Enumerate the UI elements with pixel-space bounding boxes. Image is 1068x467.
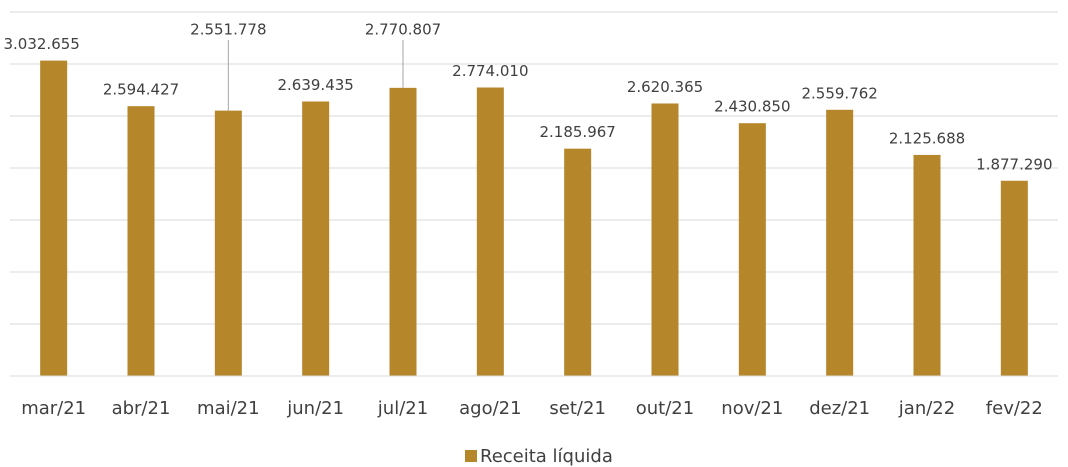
x-tick-label: mar/21 [21,398,86,419]
x-tick-label: jun/21 [286,398,344,419]
value-label: 2.774.010 [452,62,528,80]
value-label: 2.639.435 [277,76,353,94]
x-tick-label: dez/21 [809,398,870,419]
bar [40,60,68,376]
value-label: 2.185.967 [539,123,615,141]
bar [127,106,155,376]
x-tick-label: jul/21 [377,398,428,419]
bar [389,87,417,377]
x-tick-label: abr/21 [112,398,171,419]
value-label: 2.770.807 [365,21,441,39]
x-tick-label: jan/22 [898,398,955,419]
x-tick-label: fev/22 [986,398,1043,419]
bar [214,110,242,377]
bar [564,148,592,376]
bar [302,101,330,377]
value-label: 1.877.290 [976,155,1052,173]
bar [476,87,504,376]
bar [826,109,854,376]
value-label: 2.125.688 [889,129,965,147]
value-label: 2.430.850 [714,98,790,116]
x-tick-label: set/21 [549,398,605,419]
x-tick-label: out/21 [636,398,694,419]
value-label: 2.594.427 [103,81,179,99]
value-label: 2.620.365 [627,78,703,96]
x-tick-label: nov/21 [721,398,783,419]
bar [738,123,766,377]
legend-label: Receita líquida [480,446,613,467]
bar [1000,180,1028,376]
value-label: 2.551.778 [190,21,266,39]
value-label: 3.032.655 [3,35,79,53]
x-tick-label: ago/21 [459,398,521,419]
bar [913,154,941,376]
x-tick-label: mai/21 [197,398,260,419]
legend-swatch [465,450,477,462]
bar [651,103,679,376]
value-label: 2.559.762 [801,84,877,102]
